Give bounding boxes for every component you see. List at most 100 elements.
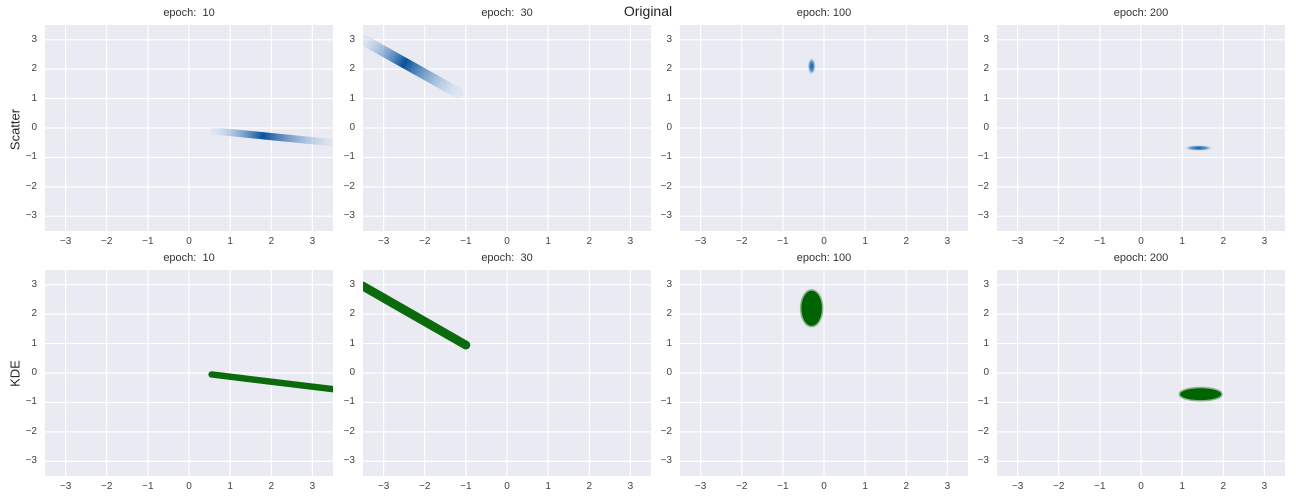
x-tick-label: 1	[545, 236, 551, 247]
x-tick-label: −3	[59, 236, 72, 247]
y-tick-label: −3	[343, 455, 355, 467]
y-tick-label: 2	[349, 308, 355, 320]
y-tick-label: 0	[666, 122, 672, 133]
y-tick-label: 2	[349, 63, 355, 75]
y-tick-label: 0	[983, 122, 989, 133]
subplot-title: epoch: 200	[1113, 7, 1169, 19]
y-tick-label: 2	[31, 63, 37, 75]
plot-area	[997, 270, 1285, 476]
y-tick-label: −2	[25, 180, 37, 192]
x-tick-label: −1	[142, 236, 154, 247]
y-tick-label: 3	[666, 278, 672, 290]
y-tick-label: −3	[977, 455, 989, 467]
density-ridge	[363, 34, 464, 99]
plot-area	[45, 270, 333, 476]
y-tick-label: 1	[983, 92, 989, 104]
y-tick-label: 1	[31, 337, 37, 349]
x-tick-label: 0	[504, 481, 510, 492]
x-tick-label: −1	[1094, 236, 1106, 247]
y-tick-label: 3	[349, 33, 355, 45]
x-tick-label: −3	[377, 481, 390, 492]
x-tick-label: −2	[101, 236, 113, 247]
x-tick-label: 1	[862, 236, 868, 247]
y-tick-label: −1	[343, 396, 355, 408]
density-ridge	[210, 127, 333, 147]
subplot-title: epoch: 100	[796, 7, 852, 19]
y-tick-label: 0	[983, 367, 989, 378]
subplot-title: epoch: 10	[163, 7, 215, 19]
x-tick-label: 2	[1220, 481, 1227, 492]
scatter-points	[363, 281, 471, 350]
y-tick-label: −1	[977, 151, 989, 163]
subplot-title: epoch: 30	[481, 7, 533, 19]
y-tick-label: 2	[666, 63, 672, 75]
x-tick-label: 1	[545, 481, 551, 492]
plot-area	[680, 25, 968, 231]
y-tick-label: −3	[660, 210, 672, 222]
y-tick-label: 2	[983, 63, 989, 75]
x-tick-label: −3	[694, 236, 707, 247]
y-tick-label: −2	[977, 180, 989, 192]
subplot-title: epoch: 10	[163, 252, 215, 264]
x-tick-label: −2	[1053, 236, 1065, 247]
y-tick-label: −3	[25, 210, 37, 222]
subplot-title: epoch: 30	[481, 252, 533, 264]
x-tick-label: −2	[736, 236, 748, 247]
x-tick-label: −3	[694, 481, 707, 492]
y-tick-label: −3	[660, 455, 672, 467]
x-tick-label: 2	[586, 481, 593, 492]
scatter-points	[799, 289, 824, 328]
density-blob	[1184, 145, 1213, 151]
x-tick-label: −1	[1094, 481, 1106, 492]
x-tick-label: 0	[1138, 236, 1144, 247]
x-tick-label: 2	[268, 236, 275, 247]
y-tick-label: −3	[977, 210, 989, 222]
y-tick-label: −1	[660, 151, 672, 163]
y-tick-label: −1	[977, 396, 989, 408]
y-tick-label: −1	[660, 396, 672, 408]
x-tick-label: 3	[627, 481, 634, 492]
x-tick-label: −2	[1053, 481, 1065, 492]
x-tick-label: 2	[1220, 236, 1227, 247]
y-tick-label: 1	[983, 337, 989, 349]
x-tick-label: 1	[1179, 236, 1185, 247]
scatter-points	[1178, 386, 1223, 402]
y-tick-label: −1	[343, 151, 355, 163]
y-tick-label: −1	[25, 151, 37, 163]
y-tick-label: 0	[349, 122, 355, 133]
y-tick-label: −2	[343, 425, 355, 437]
x-tick-label: 2	[903, 236, 910, 247]
plot-area	[997, 25, 1285, 231]
x-tick-label: 3	[1261, 236, 1268, 247]
x-tick-label: 0	[186, 236, 192, 247]
y-tick-label: −3	[25, 455, 37, 467]
figure-title: Original	[623, 3, 673, 19]
density-blob	[807, 57, 816, 76]
scatter-points	[208, 371, 333, 393]
y-tick-label: 3	[983, 278, 989, 290]
y-tick-label: −2	[660, 425, 672, 437]
x-tick-label: 3	[944, 481, 951, 492]
y-tick-label: 3	[31, 33, 37, 45]
x-tick-label: −2	[419, 481, 431, 492]
y-tick-label: −2	[977, 425, 989, 437]
x-tick-label: −3	[377, 236, 390, 247]
y-tick-label: −1	[25, 396, 37, 408]
x-tick-label: 2	[903, 481, 910, 492]
y-tick-label: 1	[666, 92, 672, 104]
subplot-title: epoch: 200	[1113, 252, 1169, 264]
x-tick-label: 3	[1261, 481, 1268, 492]
x-tick-label: 1	[862, 481, 868, 492]
x-tick-label: −3	[59, 481, 72, 492]
y-tick-label: 0	[666, 367, 672, 378]
y-tick-label: 2	[983, 308, 989, 320]
x-tick-label: 0	[1138, 481, 1144, 492]
x-tick-label: 3	[944, 236, 951, 247]
x-tick-label: 1	[1179, 481, 1185, 492]
y-tick-label: −2	[25, 425, 37, 437]
x-tick-label: 0	[821, 236, 827, 247]
x-tick-label: −1	[460, 481, 472, 492]
x-tick-label: −2	[419, 236, 431, 247]
x-tick-label: −1	[142, 481, 154, 492]
y-tick-label: 1	[349, 337, 355, 349]
